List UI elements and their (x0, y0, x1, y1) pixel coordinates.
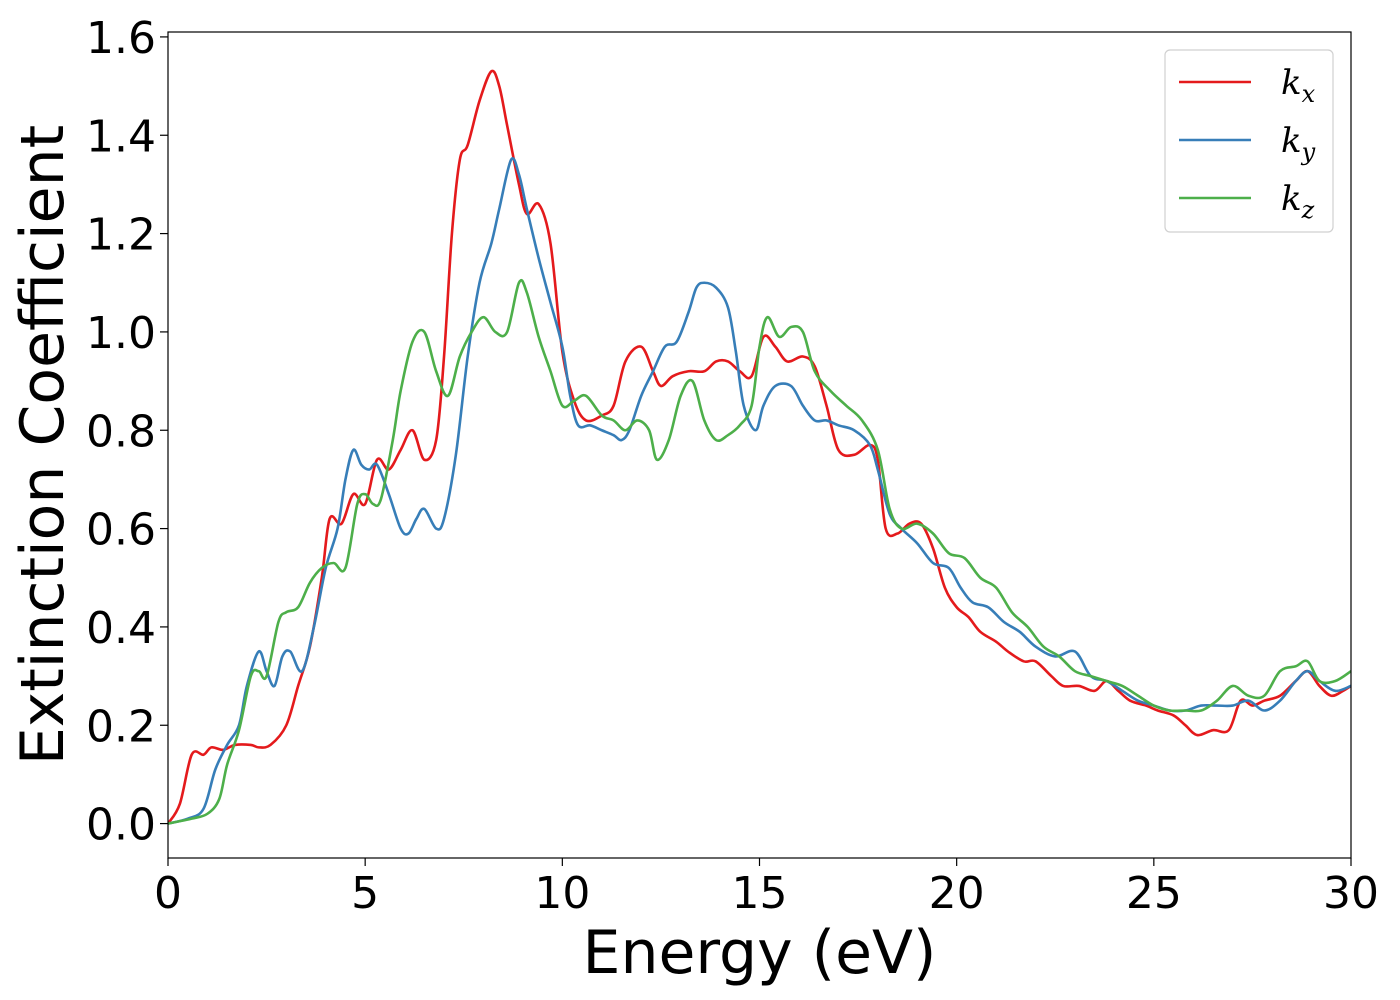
series-line-kz (168, 278, 1351, 825)
x-tick-label: 5 (351, 868, 379, 919)
y-tick-label: 0.6 (86, 505, 156, 556)
y-tick-label: 0.2 (86, 701, 156, 752)
y-axis: 0.0 0.2 0.4 0.6 0.8 1.0 1.2 1.4 1.6 (86, 13, 168, 851)
y-tick-label: 0.8 (86, 406, 156, 457)
x-tick-label: 20 (929, 868, 985, 919)
y-tick-label: 1.0 (86, 308, 156, 359)
x-tick-label: 25 (1126, 868, 1182, 919)
x-tick-label: 15 (732, 868, 788, 919)
y-tick-label: 1.4 (86, 111, 156, 162)
x-axis-title: Energy (eV) (583, 918, 937, 988)
y-axis-title: Extinction Coefficient (8, 125, 78, 765)
plot-area (168, 69, 1351, 825)
y-tick-label: 0.0 (86, 800, 156, 851)
x-tick-label: 10 (534, 868, 590, 919)
x-axis: 0 5 10 15 20 25 30 (154, 858, 1379, 919)
x-tick-label: 30 (1323, 868, 1379, 919)
y-tick-label: 0.4 (86, 603, 156, 654)
y-tick-label: 1.6 (86, 13, 156, 64)
y-tick-label: 1.2 (86, 210, 156, 261)
x-tick-label: 0 (154, 868, 182, 919)
